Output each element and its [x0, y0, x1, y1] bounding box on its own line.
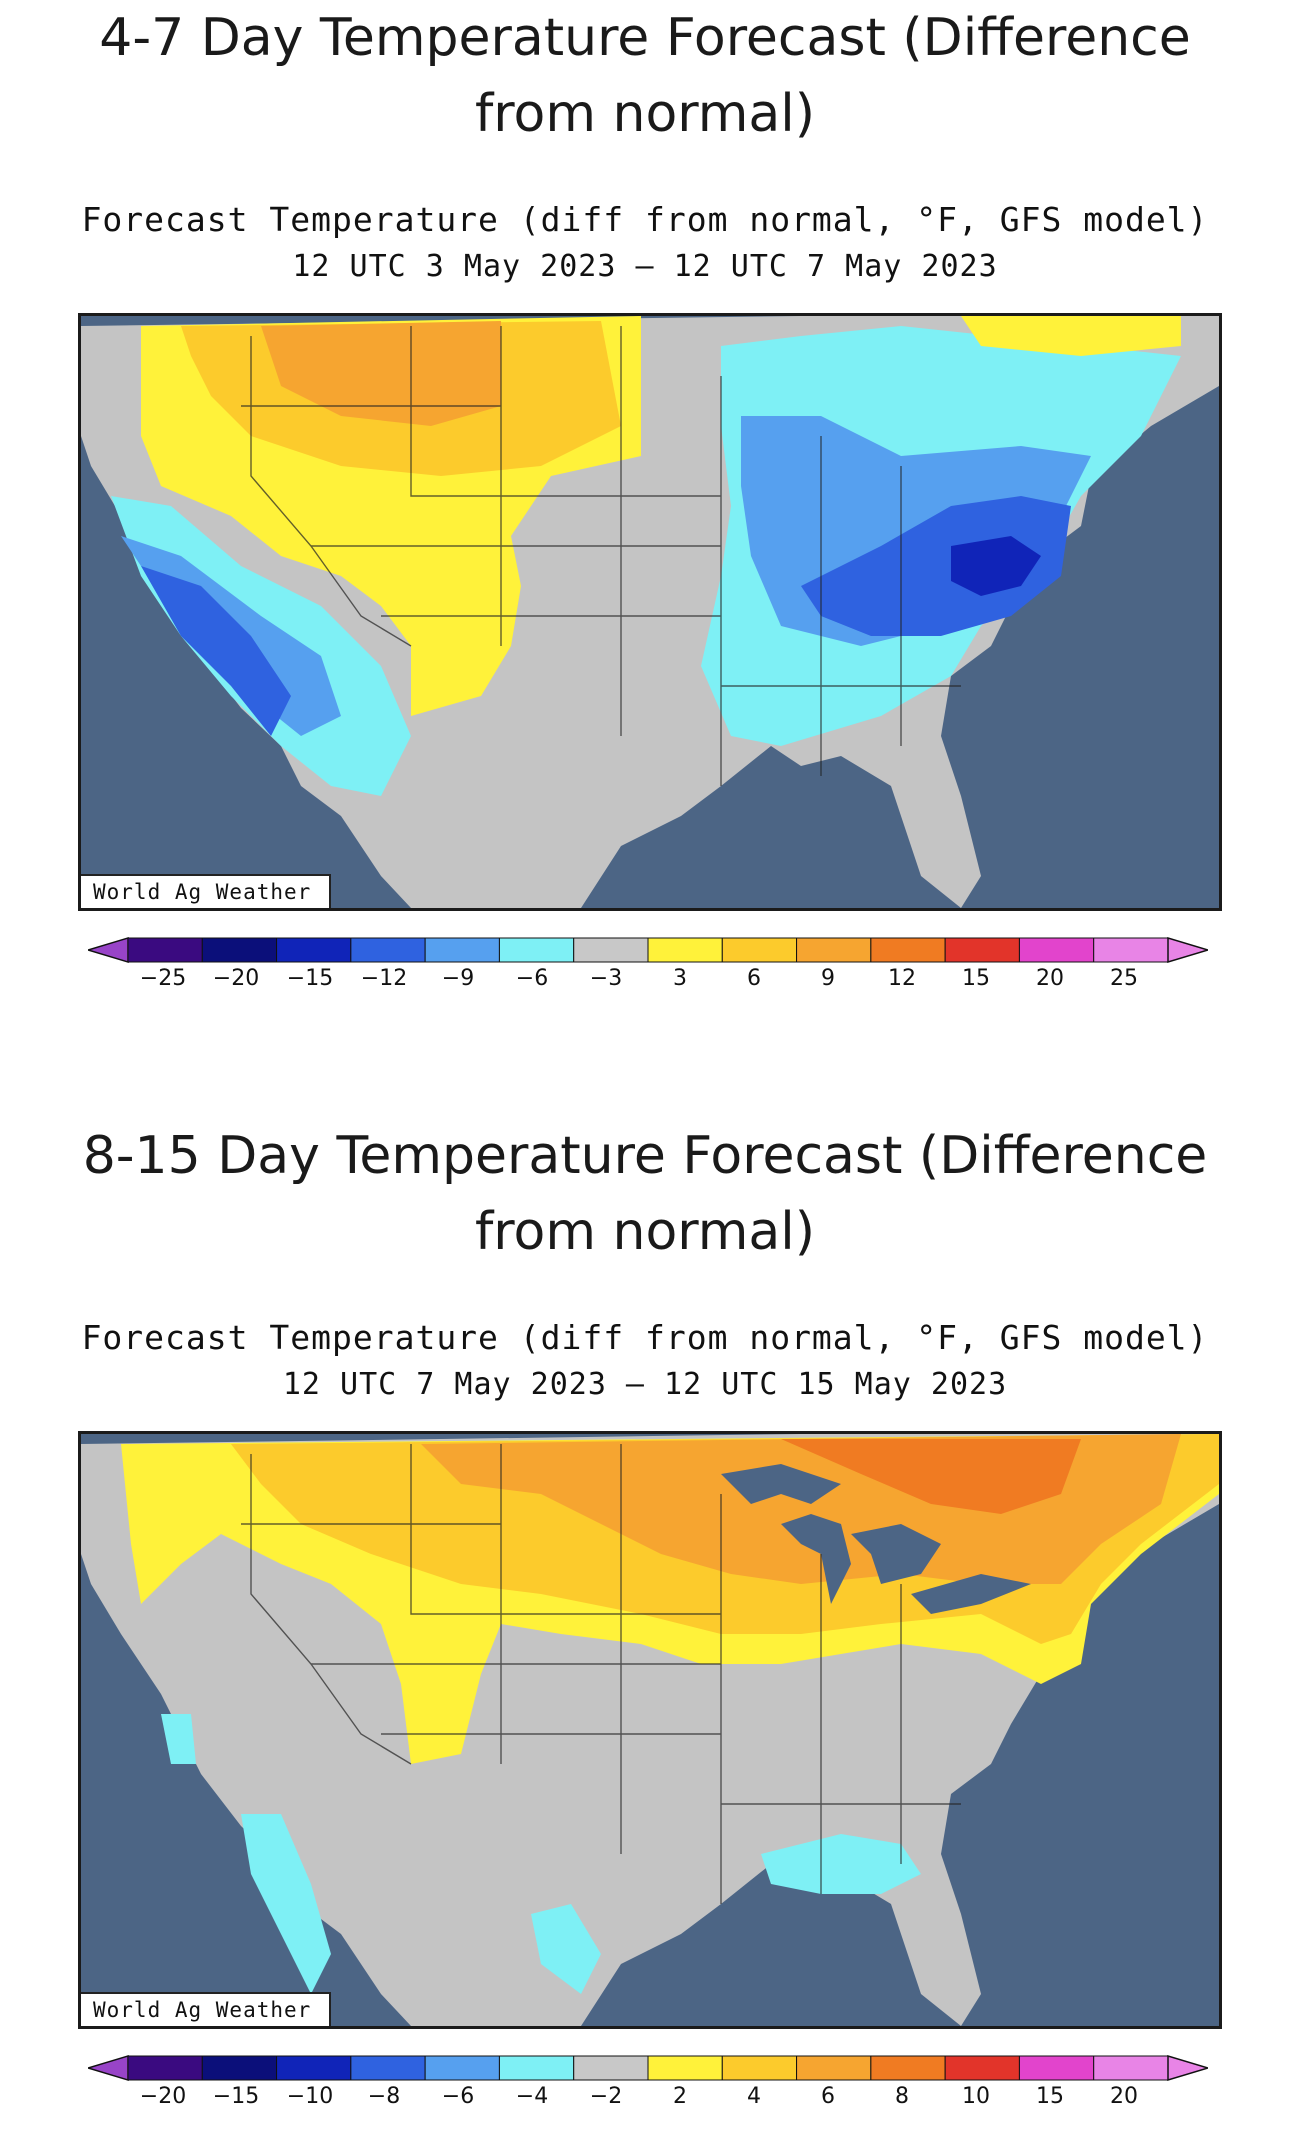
legend-2-tick: −4 [515, 2084, 549, 2109]
map-2-darkorange-region [781, 1439, 1081, 1514]
map-2-header: Forecast Temperature (diff from normal, … [0, 1318, 1290, 1402]
legend-1-tick: 25 [1110, 966, 1138, 991]
legend-1-swatch [944, 937, 1020, 963]
legend-1-tick: −25 [139, 966, 187, 991]
map-1-darkblue-east [951, 536, 1041, 596]
legend-2-tick: −2 [589, 2084, 623, 2109]
legend-1-swatch [201, 937, 278, 963]
legend-2-tick: 15 [1036, 2084, 1064, 2109]
legend-2-tick: −6 [441, 2084, 475, 2109]
map-2-title: Forecast Temperature (diff from normal, … [81, 1318, 1209, 1357]
legend-2-arrow-right [1167, 2054, 1208, 2082]
legend-1-swatch [276, 937, 352, 963]
map-1-title: Forecast Temperature (diff from normal, … [81, 200, 1209, 239]
legend-1-tick: −12 [360, 966, 408, 991]
map-2-temperature-anomaly: World Ag Weather [78, 1431, 1222, 2029]
legend-1-arrow-left [88, 936, 129, 964]
legend-1-swatch [127, 937, 203, 963]
legend-2-tick: 8 [895, 2084, 909, 2109]
legend-1-swatch [1018, 937, 1095, 963]
legend-1-bar [88, 936, 1208, 964]
legend-2-tick: 10 [962, 2084, 990, 2109]
map-1-header: Forecast Temperature (diff from normal, … [0, 200, 1290, 284]
legend-1-tick: −6 [515, 966, 549, 991]
map-1-credit: World Ag Weather [81, 874, 332, 908]
legend-1-swatch [1093, 937, 1169, 963]
legend-1-tick: 3 [673, 966, 687, 991]
legend-1-tick: 12 [888, 966, 916, 991]
legend-1-swatch [498, 937, 575, 963]
map-2-cyan-california [161, 1714, 196, 1764]
legend-2: −20 −15 −10 −8 −6 −4 −2 2 4 6 8 10 15 20 [88, 2052, 1208, 2122]
map-1-blue-southwest [141, 566, 291, 736]
map-2-great-lakes [721, 1464, 1031, 1614]
legend-1-labels: −25 −20 −15 −12 −9 −6 −3 3 6 9 12 15 20 … [88, 966, 1208, 1000]
section-2-heading: 8-15 Day Temperature Forecast (Differenc… [82, 1126, 1208, 1262]
legend-2-tick: −20 [139, 2084, 187, 2109]
legend-2-swatch [201, 2055, 278, 2081]
legend-2-swatch [573, 2055, 649, 2081]
legend-1-tick: −20 [212, 966, 260, 991]
legend-1-tick: −3 [589, 966, 623, 991]
legend-2-tick: −8 [367, 2084, 401, 2109]
map-1-temperature-anomaly: World Ag Weather [78, 313, 1222, 911]
legend-2-bar [88, 2054, 1208, 2082]
map-1-orange-region [261, 321, 501, 426]
legend-2-tick: 6 [821, 2084, 835, 2109]
legend-2-tick: 4 [747, 2084, 761, 2109]
legend-2-swatch [796, 2055, 872, 2081]
legend-1-tick: 6 [747, 966, 761, 991]
map-2-boundaries [241, 1444, 961, 1904]
legend-1-tick: 9 [821, 966, 835, 991]
legend-1-tick: 20 [1036, 966, 1064, 991]
map-2-cyan-mexico [531, 1904, 601, 1994]
legend-2-tick: 20 [1110, 2084, 1138, 2109]
legend-1-tick: −9 [441, 966, 475, 991]
map-2-cyan-baja [241, 1814, 331, 1994]
legend-2-swatch [1018, 2055, 1095, 2081]
legend-1-tick: 15 [962, 966, 990, 991]
legend-2-labels: −20 −15 −10 −8 −6 −4 −2 2 4 6 8 10 15 20 [88, 2084, 1208, 2118]
legend-1-tick: −15 [286, 966, 334, 991]
legend-1-swatch [721, 937, 798, 963]
map-1-canvas [81, 316, 1219, 908]
legend-1-swatch [424, 937, 500, 963]
legend-2-swatch [424, 2055, 500, 2081]
legend-2-tick: 2 [673, 2084, 687, 2109]
legend-2-swatch [944, 2055, 1020, 2081]
legend-1: −25 −20 −15 −12 −9 −6 −3 3 6 9 12 15 20 … [88, 934, 1208, 1004]
legend-1-swatch [573, 937, 649, 963]
legend-2-swatch [647, 2055, 723, 2081]
map-2-period: 12 UTC 7 May 2023 – 12 UTC 15 May 2023 [282, 1367, 1008, 1402]
legend-1-swatch [870, 937, 946, 963]
legend-2-swatch [127, 2055, 203, 2081]
map-2-credit: World Ag Weather [81, 1992, 332, 2026]
map-1-period: 12 UTC 3 May 2023 – 12 UTC 7 May 2023 [292, 249, 998, 284]
map-1-blue-east [801, 496, 1071, 636]
map-1-boundaries [241, 326, 961, 786]
legend-1-swatches [127, 937, 1169, 963]
legend-1-swatch [647, 937, 723, 963]
legend-1-swatch [350, 937, 426, 963]
legend-1-swatch [796, 937, 872, 963]
map-2-canvas [81, 1434, 1219, 2026]
legend-2-tick: −10 [286, 2084, 334, 2109]
legend-2-swatch [350, 2055, 426, 2081]
legend-2-swatch [870, 2055, 946, 2081]
legend-2-swatches [127, 2055, 1169, 2081]
legend-1-arrow-right [1167, 936, 1208, 964]
section-1-heading: 4-7 Day Temperature Forecast (Difference… [99, 8, 1191, 144]
legend-2-swatch [1093, 2055, 1169, 2081]
legend-2-arrow-left [88, 2054, 129, 2082]
legend-2-swatch [276, 2055, 352, 2081]
map-2-cyan-gulf [761, 1834, 921, 1894]
legend-2-swatch [498, 2055, 575, 2081]
legend-2-swatch [721, 2055, 798, 2081]
map-1-northeast-yellow [961, 316, 1181, 356]
legend-2-tick: −15 [212, 2084, 260, 2109]
